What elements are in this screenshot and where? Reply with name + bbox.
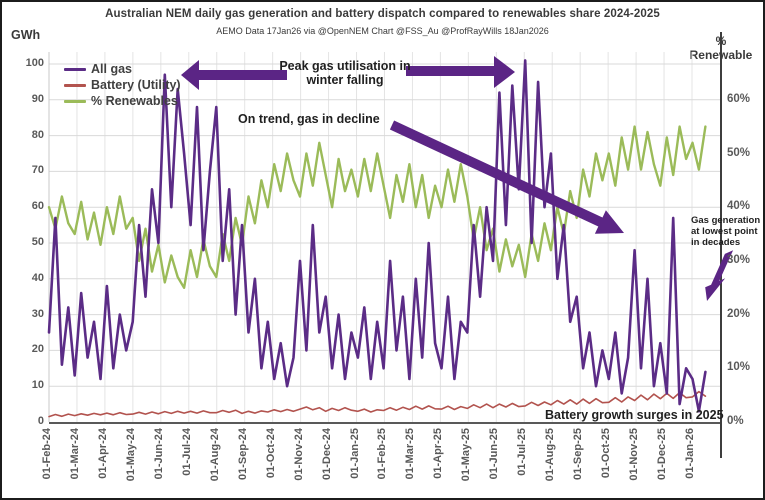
x-tick-label: 01-Apr-24 [96,428,109,479]
all-gas-line-swatch-icon [64,67,86,71]
annotation-peak-gas: Peak gas utilisation in winter falling [254,59,436,87]
right-tick-label: 50% [727,146,751,159]
x-tick-label: 01-Mar-24 [68,428,81,480]
x-tick-label: 01-Oct-24 [264,428,277,479]
series-layer [47,59,707,418]
left-tick-label: 100 [25,57,44,69]
x-tick-label: 01-May-24 [124,428,137,482]
peak-left-arrow-icon [181,60,287,90]
legend-label: Battery (Utility) [91,77,181,92]
legend-item-renewables: % Renewables [64,93,181,109]
x-tick-label: 01-Dec-24 [320,428,333,480]
x-tick-label: 01-Jan-26 [684,428,696,479]
x-tick-label: 01-Jun-24 [152,428,165,480]
left-tick-label: 80 [31,128,44,141]
x-tick-label: 01-May-25 [460,428,473,482]
peak-right-arrow-icon [406,56,515,88]
annotation-lowest-point: Gas generation at lowest point in decade… [691,215,763,248]
x-tick-label: 01-Sep-24 [236,428,249,480]
right-tick-label: 0% [727,415,744,427]
annotation-lowest-line1: Gas generation [691,215,761,226]
left-tick-label: 20 [31,343,44,356]
series-all-gas [47,59,707,413]
annotation-arrows [181,56,734,301]
chart-title: Australian NEM daily gas generation and … [105,8,660,20]
legend-label: All gas [91,61,132,76]
x-tick-label: 01-Sep-25 [572,428,585,480]
x-tick-label: 01-Mar-25 [404,428,417,480]
x-tick-label: 01-Nov-24 [292,428,305,481]
x-tick-label: 01-Feb-24 [41,428,53,480]
left-tick-label: 10 [31,379,44,392]
x-tick-label: 01-Jan-25 [348,428,361,479]
legend: All gas Battery (Utility) % Renewables [64,61,181,109]
x-tick-label: 01-Dec-25 [656,428,669,480]
legend-item-battery: Battery (Utility) [64,77,181,93]
left-tick-label: 60 [31,200,44,213]
grid-layer [48,32,722,458]
left-tick-label: 70 [31,164,44,177]
chart-subtitle: AEMO Data 17Jan26 via @OpenNEM Chart @FS… [216,26,549,36]
x-tick-label: 01-Jul-24 [180,428,193,476]
left-tick-label: 50 [31,236,44,248]
left-tick-label: 0 [37,415,44,427]
x-tick-label: 01-Oct-25 [600,428,613,479]
trend-diagonal-arrow-icon [389,120,624,234]
annotation-battery-surge: Battery growth surges in 2025 [545,408,724,422]
annotation-lowest-line3: in decades [691,237,741,248]
x-tick-label: 01-Nov-25 [628,428,641,481]
annotation-peak-line2: winter falling [306,73,384,87]
x-tick-label: 01-Jun-25 [488,428,501,480]
right-tick-label: 30% [727,253,751,266]
x-tick-label: 01-Apr-25 [432,428,445,479]
annotation-peak-line1: Peak gas utilisation in [279,59,411,73]
right-tick-label: 40% [727,200,751,213]
x-tick-label: 01-Aug-24 [208,428,221,482]
left-axis-unit: GWh [11,28,41,42]
left-tick-label: 30 [31,307,44,320]
series-battery-utility- [48,390,707,418]
left-tick-label: 90 [31,92,44,105]
battery-line-swatch-icon [64,83,86,87]
right-tick-label: 10% [727,361,751,374]
x-tick-label: 01-Aug-25 [544,428,557,482]
annotation-trend: On trend, gas in decline [238,112,380,126]
x-tick-label: 01-Feb-25 [376,428,389,480]
lowest-point-arrow-icon [705,250,734,301]
legend-item-all-gas: All gas [64,61,181,77]
right-tick-label: 20% [727,307,751,320]
left-tick-label: 40 [31,271,44,284]
renewables-line-swatch-icon [64,99,86,103]
right-tick-label: 60% [727,92,751,105]
legend-label: % Renewables [91,93,178,108]
series--renewables [47,125,707,289]
annotation-lowest-line2: at lowest point [691,226,758,237]
x-tick-label: 01-Jul-25 [516,428,529,476]
